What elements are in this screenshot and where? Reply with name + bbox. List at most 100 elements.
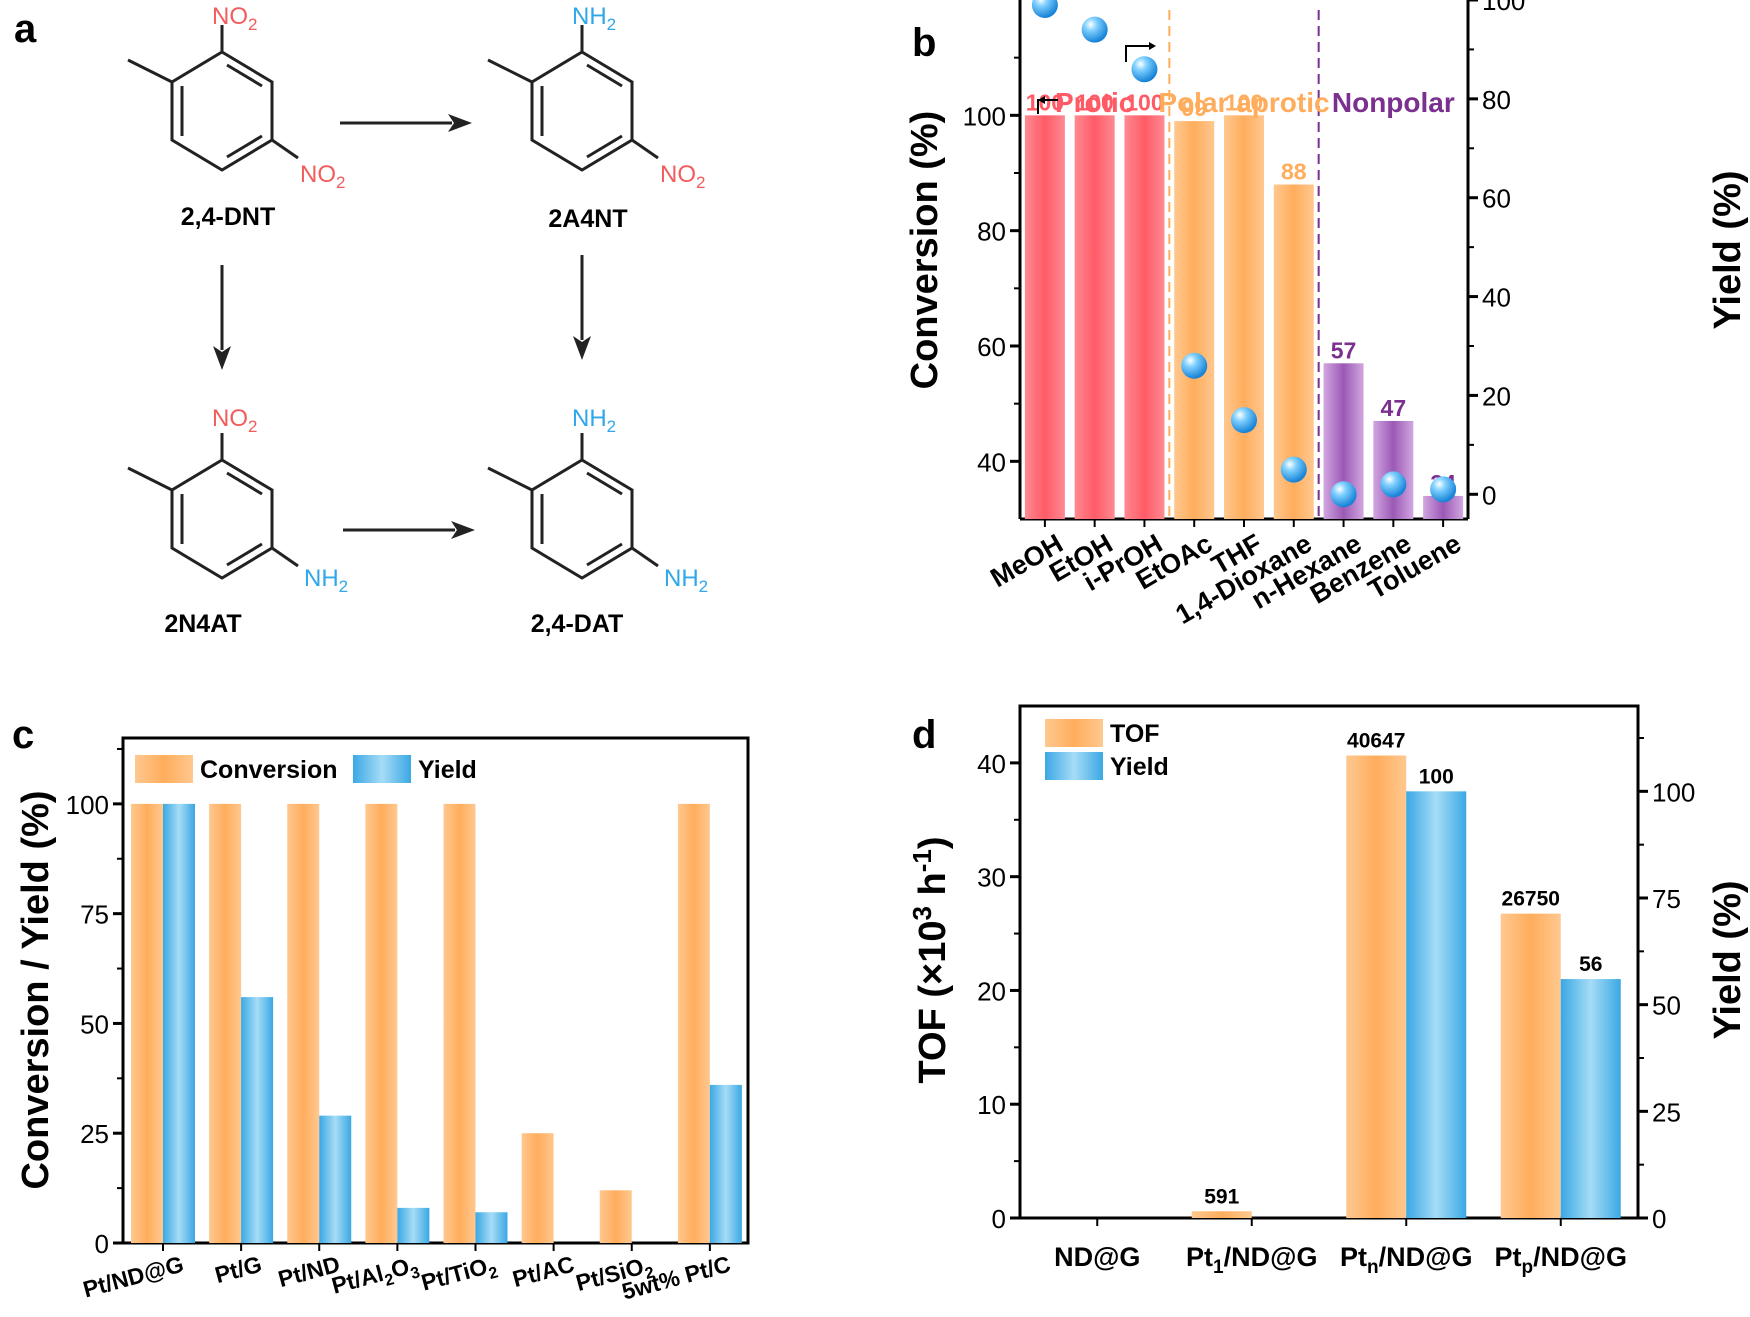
yield-marker: [1231, 407, 1257, 434]
group-label: Polar aprotic: [1158, 87, 1329, 118]
right-axis-indicator-head: [1149, 42, 1156, 50]
no2-label: NO2: [300, 161, 345, 192]
conversion-bar: [365, 803, 398, 1243]
tof-value-label: 40647: [1347, 730, 1405, 753]
panel-letter-b: b: [912, 21, 936, 65]
bar-value-label: 88: [1281, 159, 1307, 185]
arrow-head-down: [573, 336, 591, 360]
x-tick-label: Pt1/ND@G: [1186, 1242, 1317, 1278]
compound-name: 2N4AT: [164, 610, 241, 638]
tof-bar: [1346, 755, 1407, 1218]
conversion-bar: [677, 803, 710, 1243]
yield-bar: [1560, 979, 1621, 1218]
y-tick-label: 100: [66, 790, 109, 820]
y-tick-label: 20: [977, 976, 1006, 1006]
y-tick-label: 75: [80, 900, 109, 930]
molecule-2n4at: NO2 NH2 2N4AT: [127, 405, 348, 638]
x-tick-label: Ptn/ND@G: [1340, 1242, 1472, 1278]
tof-value-label: 591: [1204, 1185, 1239, 1208]
y2-tick-label: 0: [1652, 1204, 1666, 1234]
tof-value-label: 26750: [1502, 888, 1560, 911]
bar-value-label: 57: [1331, 337, 1357, 363]
y-tick-label: 10: [977, 1090, 1006, 1120]
panel-b: b 40 60 80 100 0 20 40 60 80 100 Conversion (%) Yie…: [904, 0, 1749, 630]
molecule-2-4-dat: NH2 NH2 2,4-DAT: [487, 405, 708, 638]
conversion-bar: [1373, 420, 1414, 519]
yield-bar: [241, 997, 274, 1243]
y-tick-label: 0: [95, 1229, 109, 1259]
x-tick-label: Pt/Al2O3: [329, 1251, 422, 1304]
panel-a: a NO2 NO2 2,4-DNT NH2 NO2 2A4NT: [14, 3, 708, 638]
conversion-bar: [1224, 115, 1264, 519]
panel-letter-d: d: [912, 713, 936, 757]
conversion-bar: [1024, 115, 1065, 519]
x-tick-label: Pt/TiO2: [418, 1251, 500, 1301]
nh2-label: NH2: [572, 3, 616, 34]
x-tick-label: Pt/AC: [510, 1251, 577, 1292]
compound-name: 2,4-DNT: [181, 203, 275, 231]
plot-frame: [121, 736, 750, 1245]
yield-marker: [1181, 352, 1208, 379]
no2-label: NO2: [212, 405, 257, 436]
yield-bar: [397, 1207, 430, 1243]
legend-swatch-yield: [353, 755, 411, 783]
y-axis-title: Conversion (%): [904, 111, 946, 390]
conversion-bar: [131, 803, 163, 1243]
yield-bar: [319, 1115, 352, 1243]
nh2-label: NH2: [572, 405, 616, 436]
right-axis-indicator: [1125, 45, 1150, 62]
y-tick-label: 30: [977, 863, 1006, 893]
conversion-bar: [1074, 115, 1115, 519]
conversion-bar: [521, 1133, 554, 1243]
plot-frame: [1018, 704, 1640, 1220]
y-tick-label: 100: [963, 101, 1006, 131]
chart-b: 40 60 80 100 0 20 40 60 80 100 Conversion (%) Yield…: [904, 0, 1749, 630]
nh2-label: NH2: [304, 565, 348, 596]
y-tick-label: 0: [992, 1204, 1006, 1234]
y-tick-label: 50: [80, 1009, 109, 1039]
compound-name: 2A4NT: [548, 205, 627, 233]
y2-tick-label: 80: [1482, 85, 1511, 115]
conversion-bar: [287, 803, 320, 1243]
y2-tick-label: 100: [1482, 0, 1525, 16]
x-tick-label: Ptp/ND@G: [1495, 1242, 1627, 1278]
y-tick-label: 25: [80, 1119, 109, 1149]
molecule-2a4nt: NH2 NO2 2A4NT: [487, 3, 705, 233]
yield-bar: [163, 803, 195, 1243]
chart-d: 0 10 20 30 40 0 25 50 75 100 TOF (×103 h-1) Yield (…: [907, 704, 1749, 1278]
bar-value-label: 99: [1181, 95, 1207, 121]
yield-value-label: 56: [1579, 953, 1602, 976]
arrow-head-down: [213, 346, 231, 370]
tof-bar: [1500, 913, 1561, 1218]
yield-marker: [1330, 481, 1357, 508]
yield-marker: [1380, 471, 1407, 498]
yield-marker: [1131, 56, 1158, 83]
legend-swatch-tof: [1045, 719, 1103, 747]
y2-tick-label: 0: [1482, 480, 1496, 510]
yield-marker: [1280, 456, 1307, 483]
group-label: Protic: [1055, 87, 1134, 118]
y2-tick-label: 75: [1652, 884, 1681, 914]
legend-label-conversion: Conversion: [200, 756, 338, 784]
yield-value-label: 100: [1419, 765, 1454, 788]
legend-label-tof: TOF: [1110, 720, 1160, 748]
arrow-head-right: [448, 114, 472, 132]
panel-letter-c: c: [12, 713, 34, 757]
y2-axis-title: Yield (%): [1707, 170, 1749, 329]
no2-label: NO2: [212, 3, 257, 34]
left-axis-indicator-head: [1038, 96, 1045, 104]
conversion-bar: [599, 1190, 632, 1243]
legend-label-yield: Yield: [418, 756, 477, 784]
y-tick-label: 60: [977, 332, 1006, 362]
panel-letter-a: a: [14, 7, 37, 51]
y2-tick-label: 40: [1482, 283, 1511, 313]
group-label: Nonpolar: [1332, 87, 1455, 118]
legend-label-yield: Yield: [1110, 753, 1169, 781]
bar-value-label: 47: [1381, 395, 1407, 421]
yield-marker: [1031, 0, 1058, 18]
y2-tick-label: 100: [1652, 777, 1695, 807]
y2-axis-title: Yield (%): [1707, 880, 1749, 1039]
